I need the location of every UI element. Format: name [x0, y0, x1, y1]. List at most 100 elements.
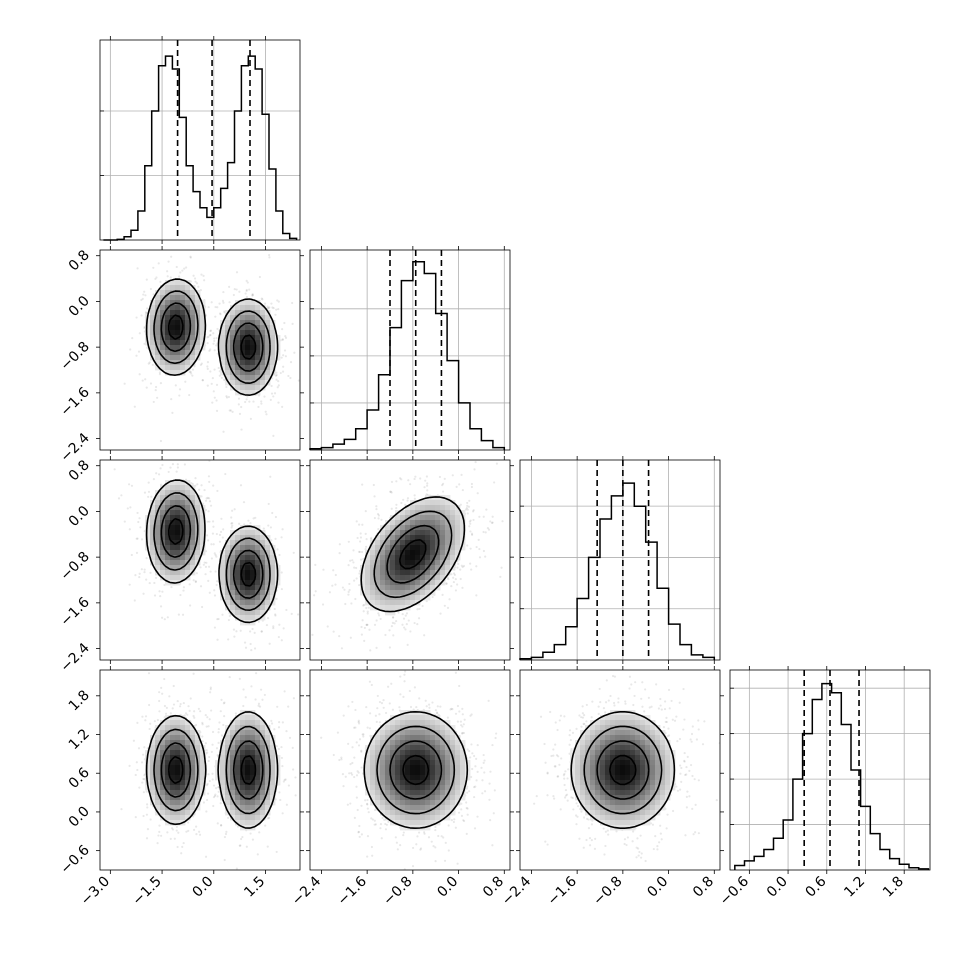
density-cell	[245, 365, 251, 371]
scatter-point	[215, 409, 219, 413]
density-cell	[160, 745, 166, 751]
scatter-point	[207, 497, 211, 500]
density-cell	[230, 765, 236, 771]
scatter-point	[213, 368, 216, 371]
density-cell	[250, 730, 256, 736]
density-cell	[250, 545, 256, 551]
density-cell	[365, 580, 371, 586]
contour-line	[145, 479, 279, 624]
density-cell	[170, 320, 176, 326]
panel-1-0	[99, 249, 301, 451]
scatter-point	[209, 329, 213, 332]
scatter-point	[277, 384, 280, 387]
density-cell	[455, 535, 461, 541]
scatter-point	[163, 677, 166, 681]
scatter-point	[216, 822, 219, 825]
density-cell	[200, 510, 206, 516]
scatter-point	[144, 715, 148, 718]
density-cell	[400, 540, 406, 546]
scatter-point	[468, 499, 471, 502]
scatter-point	[267, 524, 270, 527]
density-cell	[170, 305, 176, 311]
scatter-point	[152, 452, 154, 454]
scatter-point	[228, 285, 231, 288]
density-cell	[385, 585, 391, 591]
density-cell	[170, 550, 176, 556]
density-cell	[440, 550, 446, 556]
density-cell	[260, 610, 266, 616]
density-cell	[150, 300, 156, 306]
density-cell	[165, 290, 171, 296]
density-cell	[170, 285, 176, 291]
density-cell	[150, 345, 156, 351]
density-cell	[265, 545, 271, 551]
density-cell	[250, 300, 256, 306]
scatter-point	[207, 759, 210, 763]
density-cell	[225, 340, 231, 346]
scatter-point	[270, 722, 274, 725]
scatter-point	[478, 515, 481, 518]
scatter-point	[283, 349, 287, 352]
scatter-point	[172, 684, 175, 688]
scatter-point	[235, 271, 239, 274]
scatter-point	[348, 588, 351, 592]
density-cell	[195, 500, 201, 506]
scatter-point	[253, 631, 256, 634]
density-cell	[240, 540, 246, 546]
scatter-point	[470, 482, 473, 486]
density-cell	[375, 605, 381, 611]
density-cell	[180, 360, 186, 366]
density-cell	[240, 330, 246, 336]
density-cell	[155, 520, 161, 526]
density-cell	[225, 760, 231, 766]
scatter-point	[230, 516, 233, 519]
density-cell	[270, 760, 276, 766]
scatter-point	[177, 613, 180, 616]
scatter-point	[443, 477, 446, 480]
density-cell	[365, 555, 371, 561]
density-cell	[415, 590, 421, 596]
density-cell	[180, 760, 186, 766]
scatter-point	[148, 703, 151, 707]
scatter-point	[268, 642, 271, 645]
scatter-point	[176, 457, 178, 459]
scatter-point	[158, 372, 162, 376]
density-cell	[195, 295, 201, 301]
scatter-point	[445, 582, 448, 585]
density-cell	[165, 760, 171, 766]
density-cell	[445, 515, 451, 521]
scatter-point	[423, 486, 426, 489]
scatter-point	[360, 550, 364, 554]
density-cell	[160, 535, 166, 541]
scatter-point	[217, 741, 220, 745]
scatter-point	[273, 607, 276, 611]
density-cell	[380, 540, 386, 546]
density-cell	[415, 530, 421, 536]
scatter-point	[203, 488, 206, 492]
scatter-point	[171, 828, 175, 831]
density-cell	[445, 555, 451, 561]
scatter-point	[215, 747, 219, 750]
scatter-point	[233, 288, 236, 291]
scatter-point	[210, 301, 213, 304]
density-cell	[200, 310, 206, 316]
density-cell	[180, 520, 186, 526]
density-cell	[190, 745, 196, 751]
density-cell	[415, 595, 421, 601]
scatter-point	[192, 579, 195, 582]
density-cell	[150, 760, 156, 766]
density-cell	[460, 520, 466, 526]
density-cell	[230, 750, 236, 756]
density-cell	[170, 510, 176, 516]
scatter-point	[138, 786, 141, 789]
scatter-point	[448, 598, 451, 601]
density-cell	[160, 340, 166, 346]
scatter-point	[242, 501, 246, 504]
density-cell	[435, 525, 441, 531]
density-cell	[435, 530, 441, 536]
scatter-point	[133, 405, 136, 408]
density-cell	[265, 550, 271, 556]
scatter-point	[214, 305, 217, 309]
scatter-point	[135, 316, 138, 319]
